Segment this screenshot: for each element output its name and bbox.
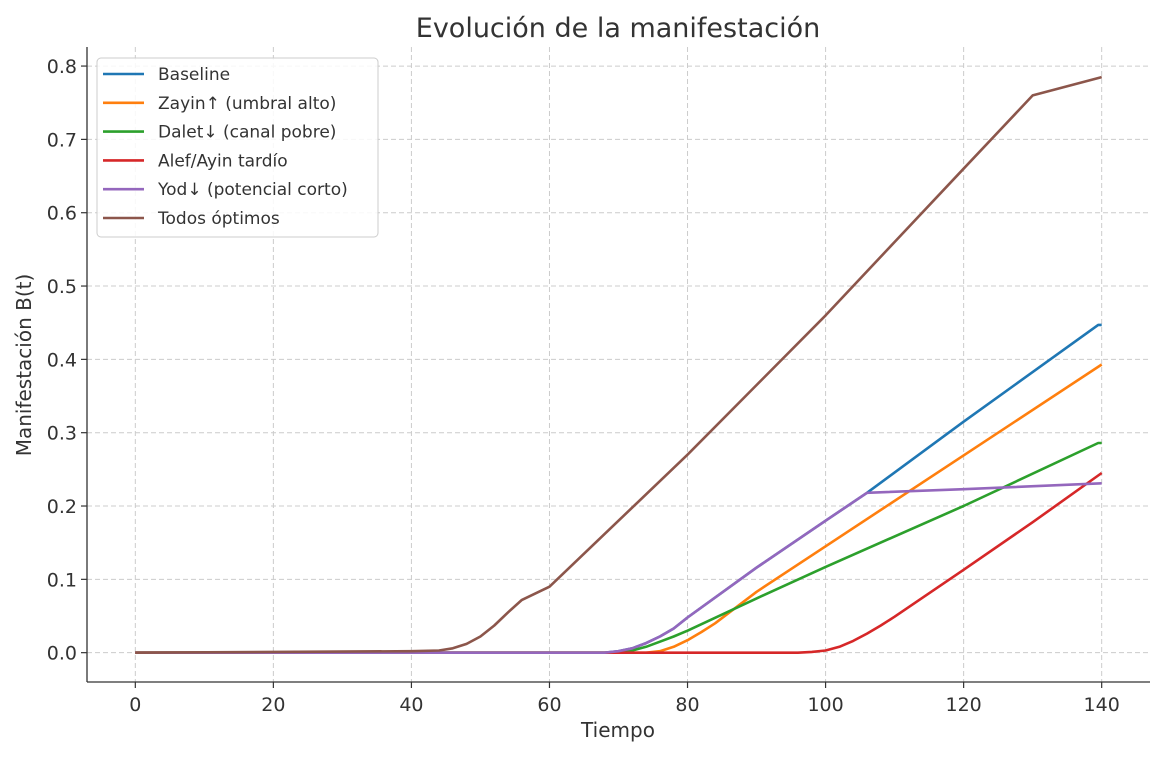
y-tick-label: 0.6	[47, 203, 77, 225]
series-line-dalet-canal-pobre	[135, 441, 1102, 655]
series-line-yod-potencial-corto	[135, 482, 1102, 655]
x-tick-label: 140	[1084, 694, 1120, 716]
axes	[86, 47, 1150, 683]
y-tick-label: 0.8	[47, 56, 77, 78]
y-tick-label: 0.7	[47, 129, 77, 151]
x-tick-label: 100	[807, 694, 843, 716]
y-axis-label: Manifestación B(t)	[12, 274, 36, 457]
y-tick-label: 0.4	[47, 349, 77, 371]
legend: Baseline Zayin↑ (umbral alto) Dalet↓ (cana…	[96, 57, 379, 238]
legend-label: Zayin↑ (umbral alto)	[158, 94, 336, 114]
legend-label: Baseline	[158, 65, 230, 85]
x-tick-label: 20	[261, 694, 285, 716]
x-tick-label: 120	[945, 694, 981, 716]
x-tick-label: 40	[399, 694, 423, 716]
series-lines	[135, 75, 1103, 655]
series-line-alef-ayin-tard-o	[135, 471, 1103, 655]
x-tick-label: 0	[129, 694, 141, 716]
x-axis-label: Tiempo	[580, 718, 655, 742]
legend-label: Todos óptimos	[157, 209, 280, 229]
y-tick-label: 0.5	[47, 276, 77, 298]
y-tick-label: 0.1	[47, 569, 77, 591]
legend-label: Yod↓ (potencial corto)	[157, 180, 348, 200]
y-tick-label: 0.0	[47, 643, 77, 665]
series-line-todos-ptimos	[135, 75, 1103, 654]
legend-box	[96, 57, 379, 238]
legend-label: Dalet↓ (canal pobre)	[158, 123, 336, 143]
legend-label: Alef/Ayin tardío	[158, 151, 288, 171]
y-tick-label: 0.3	[47, 423, 77, 445]
y-tick-label: 0.2	[47, 496, 77, 518]
x-tick-label: 60	[537, 694, 561, 716]
x-tick-label: 80	[675, 694, 699, 716]
chart-title: Evolución de la manifestación	[416, 13, 820, 44]
ticks: 0 20 40 60 80 100 120 140 0.0 0.1 0.2 0.3 0.4 0.5 0.6 0…	[47, 56, 1120, 716]
